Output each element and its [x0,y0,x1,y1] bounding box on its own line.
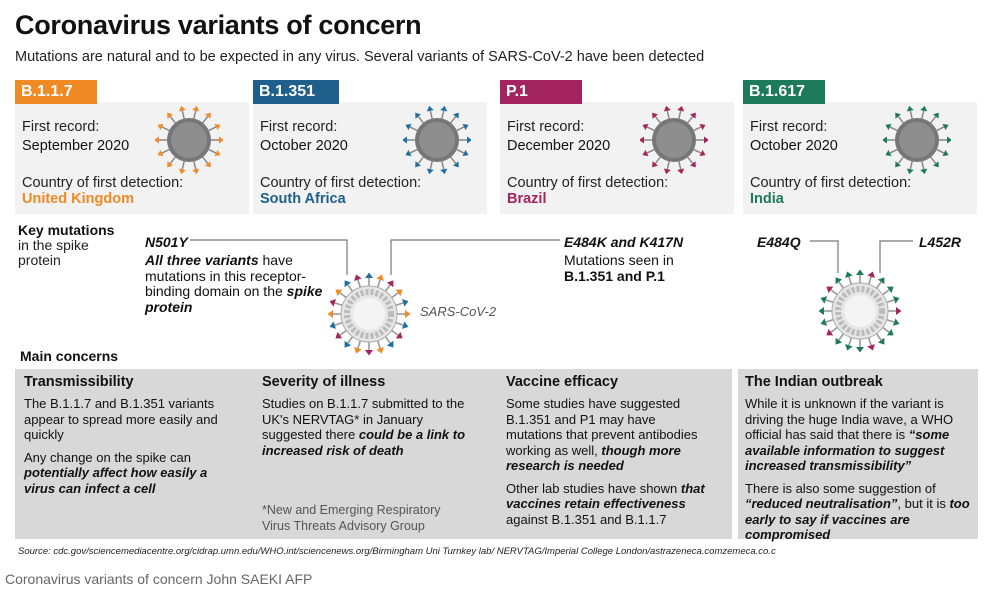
country-label: Country of first detection: [750,175,912,191]
virus-icon [403,106,471,174]
variant-card-b1617: First record: October 2020 Country of fi… [743,102,977,214]
variant-tag-p1: P.1 [500,80,582,104]
variant-card-p1: First record: December 2020 Country of f… [500,102,734,214]
concern-heading: The Indian outbreak [745,374,883,390]
virus-icon [883,106,951,174]
country-value: Brazil [507,191,547,207]
mutation-e484k-desc: Mutations seen in B.1.351 and P.1 [564,252,674,284]
indian-outbreak-panel: The Indian outbreak While it is unknown … [738,369,978,542]
first-record-value: October 2020 [750,138,838,154]
key-mutations-subtitle: in the spike protein [18,237,89,268]
sars-cov-2-diagram-icon [327,272,411,356]
page-subtitle: Mutations are natural and to be expected… [15,49,705,65]
first-record-value: October 2020 [260,138,348,154]
variant-tag-b117: B.1.1.7 [15,80,97,104]
variant-tag-b1351: B.1.351 [253,80,339,104]
virus-icon [155,106,223,174]
first-record-value: December 2020 [507,138,611,154]
mutation-n501y-desc: All three variants have mutations in thi… [145,252,323,315]
concern-heading: Vaccine efficacy [506,374,619,390]
mutation-e484q: E484Q [757,234,801,250]
page-title: Coronavirus variants of concern [15,10,422,40]
concern-transmissibility: Transmissibility The B.1.1.7 and B.1.351… [24,369,229,503]
concern-india: The Indian outbreak While it is unknown … [745,369,975,550]
main-concerns-title: Main concerns [20,348,119,364]
b1617-spike-diagram-icon [818,269,902,353]
mutation-l452r: L452R [919,234,962,250]
variant-card-b1351: First record: October 2020 Country of fi… [253,102,487,214]
image-caption: Coronavirus variants of concern John SAE… [5,571,313,587]
source-line: Source: cdc.gov/sciencemediacentre.org/c… [18,546,776,557]
variant-tag-b1617: B.1.617 [743,80,825,104]
first-record-label: First record: [750,119,828,135]
concern-text: The B.1.1.7 and B.1.351 variants appear … [24,396,218,442]
nervtag-footnote: *New and Emerging Respiratory Virus Thre… [262,503,441,533]
main-concerns-panel: Transmissibility The B.1.1.7 and B.1.351… [15,369,732,539]
variant-card-b117: First record: September 2020 Country of … [15,102,249,214]
sars-cov-2-label: SARS-CoV-2 [420,304,497,319]
mutation-n501y: N501Y [145,234,188,250]
country-label: Country of first detection: [260,175,422,191]
virus-icon [640,106,708,174]
concern-heading: Severity of illness [262,374,386,390]
country-label: Country of first detection: [22,175,184,191]
concern-vaccine: Vaccine efficacy Some studies have sugge… [506,369,712,534]
concern-text: Studies on B.1.1.7 submitted to the UK's… [262,396,466,458]
concern-text: There is also some suggestion of “reduce… [745,480,970,543]
first-record-label: First record: [260,119,338,135]
country-label: Country of first detection: [507,175,669,191]
first-record-value: September 2020 [22,138,130,154]
first-record-label: First record: [22,119,100,135]
concern-severity: Severity of illness Studies on B.1.1.7 s… [262,369,472,541]
country-value: India [750,191,784,207]
mutation-e484k: E484K and K417N [564,234,684,250]
concern-text: Some studies have suggested B.1.351 and … [506,396,698,473]
country-value: South Africa [260,191,346,207]
concern-text: Any change on the spike can potentially … [24,449,208,496]
key-mutations-title: Key mutations [18,222,115,238]
concern-text: While it is unknown if the variant is dr… [745,396,954,473]
country-value: United Kingdom [22,191,134,207]
concern-heading: Transmissibility [24,374,134,390]
first-record-label: First record: [507,119,585,135]
concern-text: Other lab studies have shown that vaccin… [506,480,705,527]
